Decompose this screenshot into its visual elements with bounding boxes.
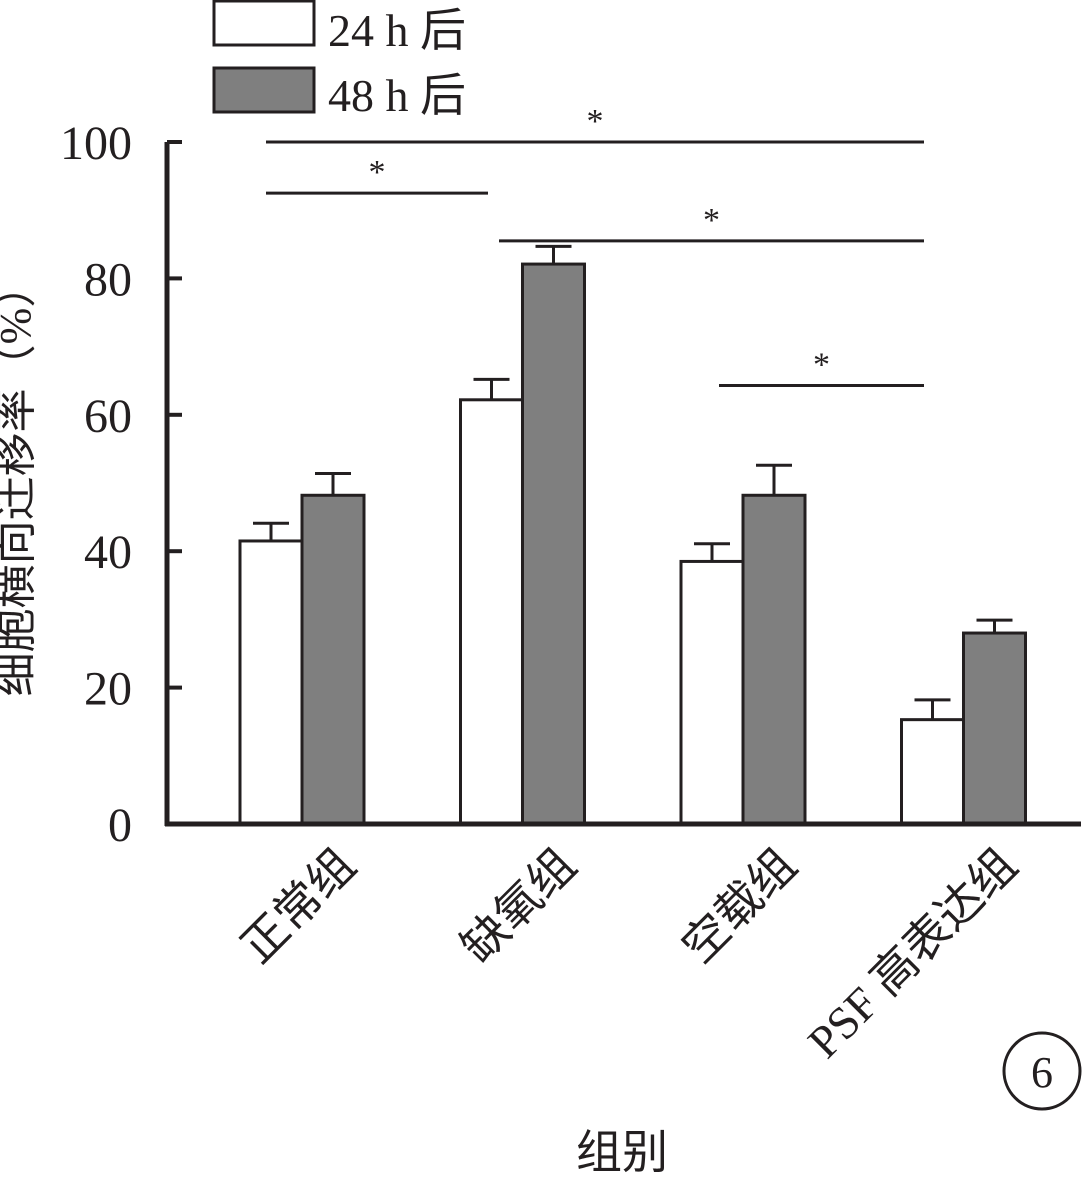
legend-swatch-48h [212,66,316,114]
bar-48h-3 [962,631,1027,826]
legend-label-24h: 24 h 后 [328,5,466,56]
bar-24h-2 [679,559,745,826]
x-category-label-3: PSF 高表达组 [798,839,1027,1068]
significance-star-1: * [369,154,386,191]
bar-48h-2 [741,493,807,826]
y-tick-label-80: 80 [84,253,132,306]
x-axis-title: 组别 [576,1127,668,1178]
panel-label-text: 6 [1031,1048,1053,1097]
x-category-label-1: 缺氧组 [452,839,586,973]
panel-label: 6 [1002,1031,1082,1111]
panel-label-circle [1002,1031,1082,1111]
y-axis-title: 细胞横向迁移率（%） [0,264,40,697]
axes [164,142,1081,827]
significance-star-3: * [813,346,830,383]
significance-brackets: * * * * [266,103,924,387]
bar-48h-1 [521,262,586,826]
bar-24h-1 [459,398,524,826]
x-category-label-0: 正常组 [231,839,365,973]
y-ticks: 0 20 40 60 80 100 [60,117,182,852]
y-tick-label-20: 20 [84,663,132,716]
bar-24h-3 [900,718,965,826]
bar-48h-0 [300,493,366,826]
legend-label-48h: 48 h 后 [328,70,466,121]
y-tick-label-60: 60 [84,390,132,443]
y-tick-label-100: 100 [60,117,132,170]
error-bars [253,244,1013,720]
y-tick-label-40: 40 [84,526,132,579]
x-category-label-2: 空载组 [672,839,806,973]
bars [238,262,1027,826]
significance-star-2: * [703,202,720,239]
significance-star-0: * [587,103,604,140]
legend-swatch-24h [212,0,316,47]
y-tick-label-0: 0 [108,799,132,852]
bar-24h-0 [238,539,304,826]
legend: 24 h 后 48 h 后 [212,0,466,121]
